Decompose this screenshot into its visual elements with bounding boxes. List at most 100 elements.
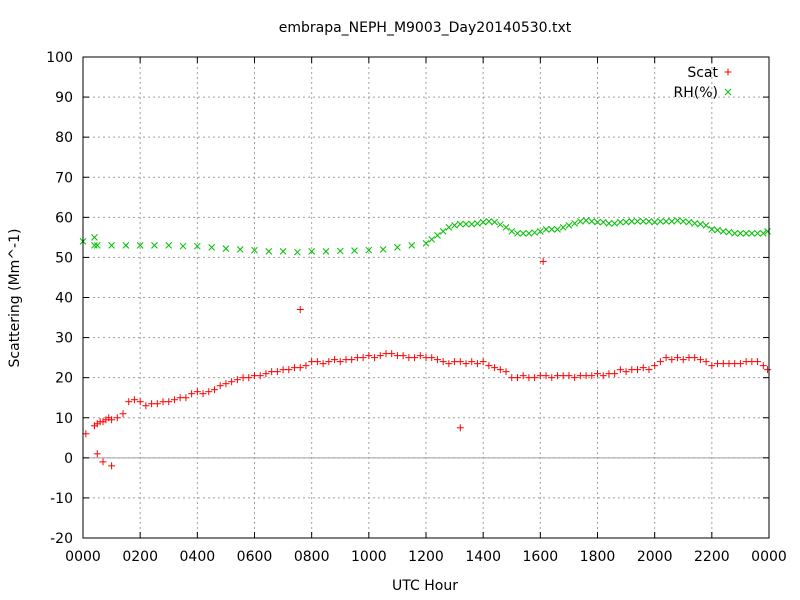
scat-point: [702, 358, 710, 366]
rh-point: [222, 245, 230, 252]
y-axis-label: Scattering (Mm^-1): [7, 229, 23, 368]
scat-point: [108, 416, 116, 424]
x-tick-label: 0400: [180, 549, 216, 565]
scat-point: [519, 372, 527, 380]
y-tick-label: -10: [50, 491, 73, 507]
scat-point: [245, 374, 253, 382]
x-tick-label: 0200: [122, 549, 158, 565]
scat-point: [491, 364, 499, 372]
legend-label: RH(%): [674, 85, 718, 101]
rh-point: [628, 217, 636, 225]
rh-point: [611, 219, 619, 227]
scat-point: [764, 366, 772, 374]
scat-point: [502, 368, 510, 376]
rh-point: [462, 220, 470, 228]
rh-point: [428, 236, 436, 243]
grid-lines: [83, 57, 769, 538]
scat-point: [599, 372, 607, 380]
scat-point: [674, 354, 682, 362]
y-tick-label: 20: [55, 371, 73, 387]
rh-point: [645, 217, 653, 225]
scat-point: [165, 398, 173, 406]
rh-point: [554, 226, 561, 233]
legend: Scat RH(%): [674, 65, 732, 101]
scat-point: [542, 372, 550, 380]
rh-point: [559, 224, 567, 231]
scat-point: [754, 358, 762, 366]
rh-point: [479, 218, 487, 226]
y-tick-label: 30: [55, 331, 73, 347]
rh-point: [474, 219, 481, 227]
rh-point: [265, 248, 273, 255]
y-tick-label: 70: [55, 170, 73, 186]
scat-point: [479, 358, 487, 366]
scat-point: [348, 356, 356, 364]
x-tick-label: 1600: [523, 549, 559, 565]
scat-point: [222, 380, 230, 388]
rh-point: [91, 234, 98, 241]
scat-point: [548, 374, 556, 382]
rh-point: [308, 248, 316, 255]
rh-point: [322, 248, 330, 255]
rh-point: [456, 220, 464, 228]
x-tick-label: 1000: [351, 549, 387, 565]
y-tick-label: 90: [55, 90, 73, 106]
scat-point: [468, 358, 476, 366]
scat-point: [228, 378, 236, 386]
scat-point: [565, 372, 573, 380]
scat-point: [256, 372, 264, 380]
rh-point: [122, 242, 130, 249]
rh-point: [657, 217, 664, 225]
rh-point: [576, 217, 584, 225]
rh-point: [622, 218, 630, 226]
rh-point: [662, 217, 670, 225]
scat-point: [611, 370, 619, 378]
scat-point: [233, 376, 241, 384]
rh-point: [542, 226, 550, 233]
rh-point: [725, 228, 733, 236]
x-tick-label: 0800: [294, 549, 330, 565]
rh-point: [759, 230, 767, 237]
rh-point: [719, 228, 727, 235]
rh-point: [731, 230, 739, 237]
rh-point: [651, 218, 659, 226]
rh-point: [502, 224, 510, 231]
rh-point: [599, 218, 607, 226]
rh-point: [525, 230, 533, 237]
rh-point: [108, 242, 115, 249]
scat-point: [130, 396, 138, 404]
rh-point: [754, 230, 761, 237]
rh-point: [208, 244, 215, 251]
rh-point: [708, 226, 716, 233]
rh-point: [737, 230, 744, 237]
scat-point: [188, 390, 196, 398]
scat-point: [325, 358, 333, 366]
scat-point: [125, 398, 133, 406]
rh-point: [548, 226, 556, 233]
scat-point: [319, 360, 327, 368]
chart-title: embrapa_NEPH_M9003_Day20140530.txt: [279, 20, 572, 36]
y-tick-label: 0: [64, 451, 73, 467]
scat-point: [634, 366, 642, 374]
rh-point: [679, 217, 687, 225]
scat-point: [108, 462, 116, 470]
rh-point: [742, 230, 750, 237]
scat-point: [93, 450, 101, 458]
rh-point: [165, 242, 173, 249]
scat-point: [662, 354, 670, 362]
scat-point: [736, 360, 744, 368]
legend-marker: [724, 88, 732, 96]
scat-point: [708, 362, 716, 370]
scat-point: [485, 362, 493, 370]
legend-marker: [724, 68, 732, 76]
rh-point: [485, 217, 493, 225]
rh-point: [605, 219, 613, 227]
rh-point: [336, 247, 344, 255]
rh-point: [365, 246, 373, 254]
scat-point: [588, 372, 596, 380]
scat-point: [285, 366, 293, 374]
rh-point: [236, 246, 244, 253]
rh-point: [691, 219, 699, 227]
scat-point: [445, 360, 453, 368]
